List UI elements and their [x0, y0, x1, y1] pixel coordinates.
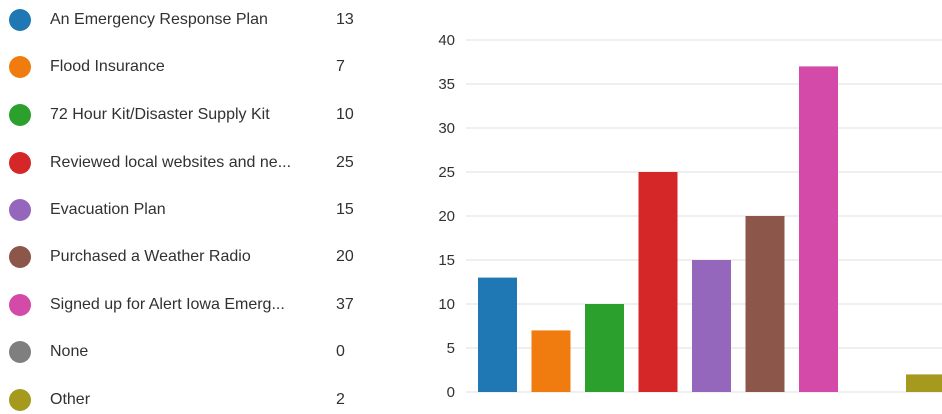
legend-item[interactable]: Flood Insurance 7 [0, 52, 370, 82]
legend-count: 0 [336, 343, 345, 360]
y-tick-label: 30 [438, 120, 455, 137]
legend-count: 15 [336, 201, 354, 218]
legend-count: 7 [336, 58, 345, 75]
bar[interactable] [692, 260, 731, 392]
legend-label: Purchased a Weather Radio [50, 248, 251, 265]
legend-swatch-icon [9, 199, 31, 221]
legend-item[interactable]: 72 Hour Kit/Disaster Supply Kit 10 [0, 100, 370, 130]
legend-count: 2 [336, 391, 345, 408]
bar[interactable] [585, 304, 624, 392]
legend-swatch-icon [9, 9, 31, 31]
y-tick-label: 0 [447, 384, 455, 401]
bar[interactable] [745, 216, 785, 392]
legend-swatch-icon [9, 389, 31, 411]
legend-swatch-icon [9, 246, 31, 268]
legend-item[interactable]: Signed up for Alert Iowa Emerg... 37 [0, 290, 370, 320]
legend-label: Signed up for Alert Iowa Emerg... [50, 296, 285, 313]
legend-label: Flood Insurance [50, 58, 165, 75]
y-tick-label: 25 [438, 164, 455, 181]
legend-item[interactable]: Reviewed local websites and ne... 25 [0, 148, 370, 178]
y-tick-label: 40 [438, 32, 455, 49]
legend-count: 20 [336, 248, 354, 265]
legend-swatch-icon [9, 294, 31, 316]
legend-count: 25 [336, 154, 354, 171]
legend-label: 72 Hour Kit/Disaster Supply Kit [50, 106, 270, 123]
bar[interactable] [799, 66, 838, 393]
legend-swatch-icon [9, 152, 31, 174]
legend-label: Reviewed local websites and ne... [50, 154, 292, 171]
y-tick-label: 10 [438, 296, 455, 313]
legend-swatch-icon [9, 341, 31, 363]
bar[interactable] [531, 330, 571, 392]
y-tick-label: 35 [438, 76, 455, 93]
legend-item[interactable]: Other 2 [0, 385, 370, 414]
legend-label: Evacuation Plan [50, 201, 166, 218]
legend-item[interactable]: Purchased a Weather Radio 20 [0, 242, 370, 272]
y-tick-label: 5 [447, 340, 455, 357]
bar[interactable] [906, 374, 942, 392]
legend-label: An Emergency Response Plan [50, 11, 268, 28]
legend-item[interactable]: An Emergency Response Plan 13 [0, 5, 370, 35]
bar[interactable] [638, 172, 678, 392]
legend-item[interactable]: None 0 [0, 337, 370, 367]
legend-count: 13 [336, 11, 354, 28]
legend-count: 37 [336, 296, 354, 313]
legend-swatch-icon [9, 104, 31, 126]
y-tick-label: 20 [438, 208, 455, 225]
legend-label: Other [50, 391, 91, 408]
legend: An Emergency Response Plan 13 Flood Insu… [0, 0, 380, 414]
legend-label: None [50, 343, 89, 360]
bar[interactable] [478, 277, 517, 392]
y-tick-label: 15 [438, 252, 455, 269]
legend-count: 10 [336, 106, 354, 123]
legend-item[interactable]: Evacuation Plan 15 [0, 195, 370, 225]
legend-swatch-icon [9, 56, 31, 78]
